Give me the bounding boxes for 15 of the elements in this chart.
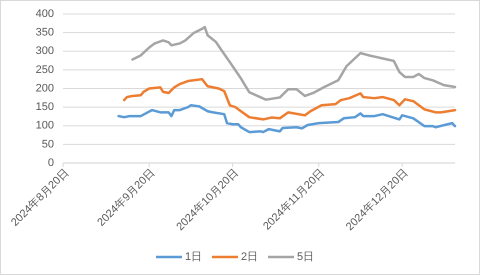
legend-label: 5日: [297, 250, 314, 263]
line-series: [122, 78, 456, 121]
legend-label: 1日: [185, 250, 202, 263]
y-tick-label: 400: [36, 8, 54, 20]
y-tick-label: 250: [36, 64, 54, 76]
line-series: [117, 104, 456, 134]
line-series: [131, 26, 456, 101]
legend-label: 2日: [241, 250, 258, 263]
y-tick-label: 0: [48, 156, 54, 169]
y-tick-label: 200: [36, 82, 54, 94]
y-tick-label: 150: [36, 101, 54, 114]
y-tick-label: 100: [36, 120, 54, 132]
y-tick-label: 300: [36, 45, 54, 58]
y-tick-label: 50: [42, 138, 54, 150]
y-tick-label: 350: [36, 26, 54, 39]
